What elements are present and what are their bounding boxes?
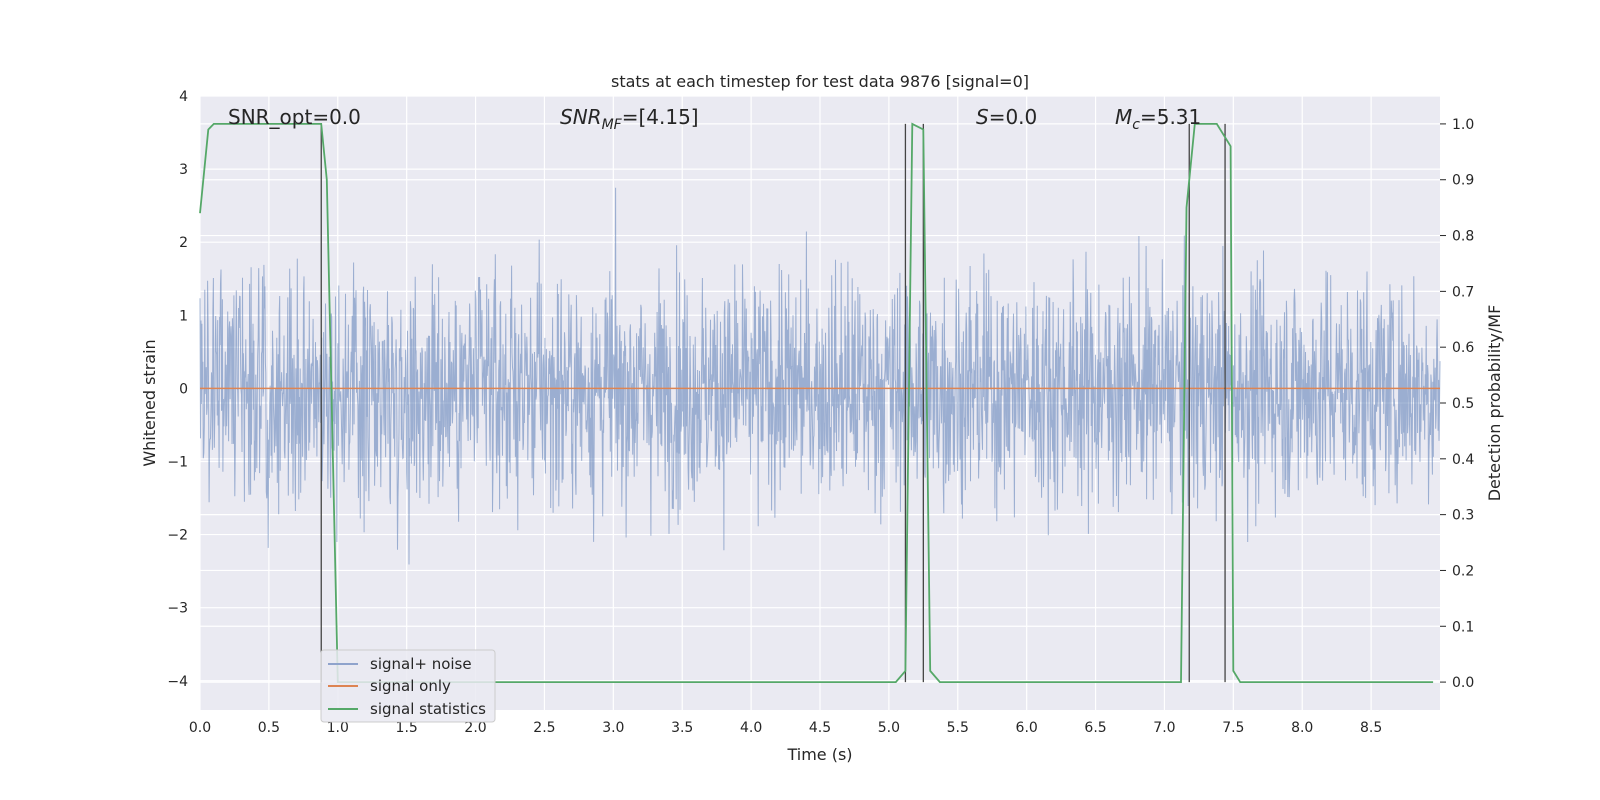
y-tick-label-left: −3 (167, 601, 188, 617)
y-axis-label-left: Whitened strain (140, 339, 159, 466)
series-line-signal-statistics (199, 122, 1434, 683)
y-tick-label-left: 3 (179, 162, 188, 178)
x-tick-label: 4.5 (809, 720, 831, 736)
annotation-mc-main: M (1115, 105, 1132, 129)
y-tick-label-right: 0.0 (1452, 675, 1474, 691)
legend-box (320, 649, 496, 723)
series-line-signal-noise (199, 187, 1441, 565)
y-tick-label-left: 4 (179, 89, 188, 105)
annotation-snr-mf: SNRMF=[4.15] (560, 105, 699, 133)
x-tick-label: 7.0 (1153, 720, 1175, 736)
annotation-s: S=0.0 (976, 105, 1037, 129)
legend-label-signal-only: signal only (370, 677, 451, 695)
annotation-snr-mf-value: =[4.15] (622, 105, 699, 129)
y-tick-label-left: −2 (167, 528, 188, 544)
x-tick-label: 8.5 (1360, 720, 1382, 736)
x-tick-label: 1.5 (396, 720, 418, 736)
x-tick-label: 8.0 (1291, 720, 1313, 736)
y-tick-label-left: −4 (167, 674, 188, 690)
y-ticks-right: 1.0 0.9 0.8 0.7 0.6 0.5 0.4 0.3 0.2 0.1 0.0 (1440, 117, 1474, 691)
x-ticks: 0.0 0.5 1.0 1.5 2.0 2.5 3.0 3.5 4.0 4.5 5.0 5.5 6.0 6… (189, 720, 1382, 736)
y-tick-label-left: 1 (179, 308, 188, 324)
series-signal-noise (199, 187, 1441, 565)
x-tick-label: 4.0 (740, 720, 762, 736)
x-tick-label: 0.5 (258, 720, 280, 736)
annotation-snr-mf-sub: MF (602, 117, 623, 133)
y-tick-label-right: 0.8 (1452, 229, 1474, 245)
y-tick-label-right: 0.1 (1452, 619, 1474, 635)
y-tick-label-right: 0.3 (1452, 508, 1474, 524)
y-tick-label-right: 0.2 (1452, 563, 1474, 579)
annotation-s-main: S (976, 105, 989, 129)
chart-title: stats at each timestep for test data 987… (611, 72, 1029, 91)
annotation-s-value: =0.0 (989, 105, 1038, 129)
y-axis-label-right: Detection probability/MF (1485, 305, 1504, 502)
y-ticks-left: 4 3 2 1 0 −1 −2 −3 −4 (167, 89, 188, 690)
x-tick-label: 0.0 (189, 720, 211, 736)
y-tick-label-right: 0.4 (1452, 452, 1474, 468)
x-tick-label: 5.0 (878, 720, 900, 736)
annotation-mc: Mc=5.31 (1115, 105, 1201, 133)
x-tick-label: 3.0 (602, 720, 624, 736)
x-tick-label: 7.5 (1222, 720, 1244, 736)
y-tick-label-left: −1 (167, 454, 188, 470)
y-tick-label-right: 0.9 (1452, 173, 1474, 189)
y-tick-label-right: 0.7 (1452, 284, 1474, 300)
x-tick-label: 6.5 (1084, 720, 1106, 736)
x-tick-label: 2.0 (464, 720, 486, 736)
vertical-markers (320, 123, 1226, 683)
x-axis-label: Time (s) (786, 745, 852, 764)
y-tick-label-left: 2 (179, 235, 188, 251)
y-tick-label-right: 0.6 (1452, 340, 1474, 356)
y-tick-label-right: 1.0 (1452, 117, 1474, 133)
legend-label-signal-statistics: signal statistics (370, 700, 486, 718)
x-tick-label: 2.5 (533, 720, 555, 736)
x-tick-label: 6.0 (1016, 720, 1038, 736)
y-tick-label-right: 0.5 (1452, 396, 1474, 412)
annotation-mc-value: =5.31 (1140, 105, 1201, 129)
legend: signal+ noise signal only signal statist… (320, 649, 496, 723)
x-tick-label: 5.5 (947, 720, 969, 736)
series-signal-statistics (199, 122, 1434, 683)
y-tick-label-left: 0 (179, 381, 188, 397)
legend-label-signal-noise: signal+ noise (370, 655, 472, 673)
x-tick-label: 3.5 (671, 720, 693, 736)
annotation-snr-mf-main: SNR (560, 105, 602, 129)
annotation-snr-opt: SNR_opt=0.0 (228, 105, 361, 129)
annotation-mc-sub: c (1132, 117, 1140, 133)
x-tick-label: 1.0 (327, 720, 349, 736)
